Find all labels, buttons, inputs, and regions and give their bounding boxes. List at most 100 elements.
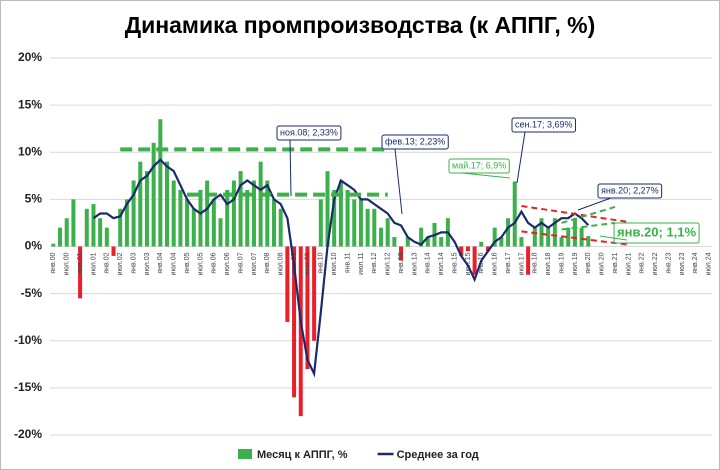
- bar: [165, 161, 170, 247]
- y-tick-label: -10%: [14, 333, 42, 347]
- bar: [178, 189, 183, 247]
- x-tick-label: янв.18: [532, 252, 539, 273]
- bar: [419, 227, 424, 247]
- x-tick-label: июл.01: [90, 252, 97, 275]
- x-tick-label: июл.23: [679, 252, 686, 275]
- bar: [124, 199, 129, 247]
- bar: [459, 246, 464, 256]
- bar: [158, 119, 163, 247]
- bar: [298, 246, 303, 417]
- bar: [385, 218, 390, 247]
- x-tick-label: июл.08: [278, 252, 285, 275]
- x-tick-label: июл.00: [64, 252, 71, 275]
- bar: [579, 227, 584, 247]
- annotation-text: янв.20; 1,1%: [617, 224, 697, 239]
- bar: [118, 208, 123, 247]
- x-tick-label: июл.11: [358, 252, 365, 274]
- x-tick-label: июл.20: [599, 252, 606, 275]
- x-tick-label: июл.02: [117, 252, 124, 275]
- x-tick-label: янв.16: [478, 252, 485, 273]
- annotation-arrow: [577, 197, 612, 211]
- annotation-box: [613, 222, 700, 244]
- x-tick-label: янв.24: [692, 252, 699, 273]
- bar: [526, 246, 531, 275]
- annotation-box: [276, 125, 342, 141]
- bar: [392, 237, 397, 247]
- average-line: [92, 158, 590, 378]
- annotation-arrow: [289, 139, 292, 197]
- bar: [131, 180, 136, 247]
- annotation-text: ноя.08; 2,33%: [280, 127, 338, 137]
- legend-label: Среднее за год: [397, 449, 479, 461]
- y-tick-label: 0%: [25, 239, 43, 253]
- x-tick-label: июл.15: [465, 252, 472, 275]
- bar: [218, 218, 223, 247]
- bar: [171, 180, 176, 247]
- x-tick-label: июл.07: [251, 252, 258, 275]
- bar: [425, 237, 430, 247]
- x-tick-label: янв.08: [264, 252, 271, 273]
- bar: [439, 237, 444, 247]
- x-tick-label: янв.17: [505, 252, 512, 273]
- bar: [325, 171, 330, 247]
- x-tick-label: июл.09: [304, 252, 311, 275]
- bar: [338, 180, 343, 247]
- y-tick-label: -5%: [21, 286, 43, 300]
- annotation-text: сен.17; 3,69%: [515, 119, 573, 129]
- annotation: янв.20; 1,1%: [599, 222, 700, 244]
- annotation-box: [511, 117, 577, 133]
- y-tick-label: 15%: [18, 97, 42, 111]
- annotation-arrow: [516, 131, 526, 184]
- bar: [198, 189, 203, 247]
- x-tick-label: июл.19: [572, 252, 579, 275]
- x-tick-label: июл.06: [224, 252, 231, 275]
- bar: [546, 227, 551, 247]
- bar: [265, 180, 270, 247]
- bar: [352, 199, 357, 247]
- bar: [572, 218, 577, 247]
- annotation-box: [448, 158, 510, 174]
- bar: [231, 180, 236, 247]
- bar: [472, 246, 477, 275]
- x-tick-label: июл.24: [706, 252, 713, 275]
- x-tick-label: янв.21: [612, 252, 619, 273]
- x-tick-label: июл.13: [411, 252, 418, 275]
- annotation: ноя.08; 2,33%: [276, 125, 342, 197]
- bar: [512, 181, 517, 247]
- bar: [58, 227, 63, 247]
- x-tick-label: янв.14: [425, 252, 432, 273]
- x-tick-label: янв.20: [585, 252, 592, 273]
- annotation: май.17; 6,9%: [448, 158, 511, 179]
- bar: [84, 208, 89, 247]
- bar: [251, 180, 256, 247]
- annotation-box: [381, 134, 449, 150]
- bar: [91, 204, 96, 247]
- x-tick-label: июл.03: [144, 252, 151, 275]
- x-tick-label: янв.05: [184, 252, 191, 273]
- x-tick-label: янв.15: [451, 252, 458, 273]
- x-tick-label: июл.18: [545, 252, 552, 275]
- annotation: фев.13; 2,23%: [381, 134, 449, 215]
- x-tick-label: янв.13: [398, 252, 405, 273]
- bar: [506, 218, 511, 247]
- bar: [245, 189, 250, 247]
- bar: [405, 237, 410, 247]
- x-tick-label: янв.11: [344, 252, 351, 273]
- annotation: янв.20; 2,27%: [577, 183, 663, 211]
- bar: [151, 142, 156, 247]
- bar: [332, 189, 337, 247]
- x-tick-label: янв.23: [665, 252, 672, 273]
- bar: [138, 161, 143, 247]
- bar: [586, 236, 591, 247]
- bar: [485, 246, 490, 252]
- bar: [144, 171, 149, 247]
- bar: [98, 218, 103, 247]
- chart-title: Динамика промпроизводства (к АППГ, %): [125, 12, 596, 38]
- bar: [378, 227, 384, 247]
- legend-swatch: [238, 449, 252, 459]
- x-tick-label: янв.03: [130, 252, 137, 273]
- x-tick-label: янв.10: [318, 252, 325, 273]
- x-tick-label: янв.19: [558, 252, 565, 273]
- bar: [64, 218, 69, 247]
